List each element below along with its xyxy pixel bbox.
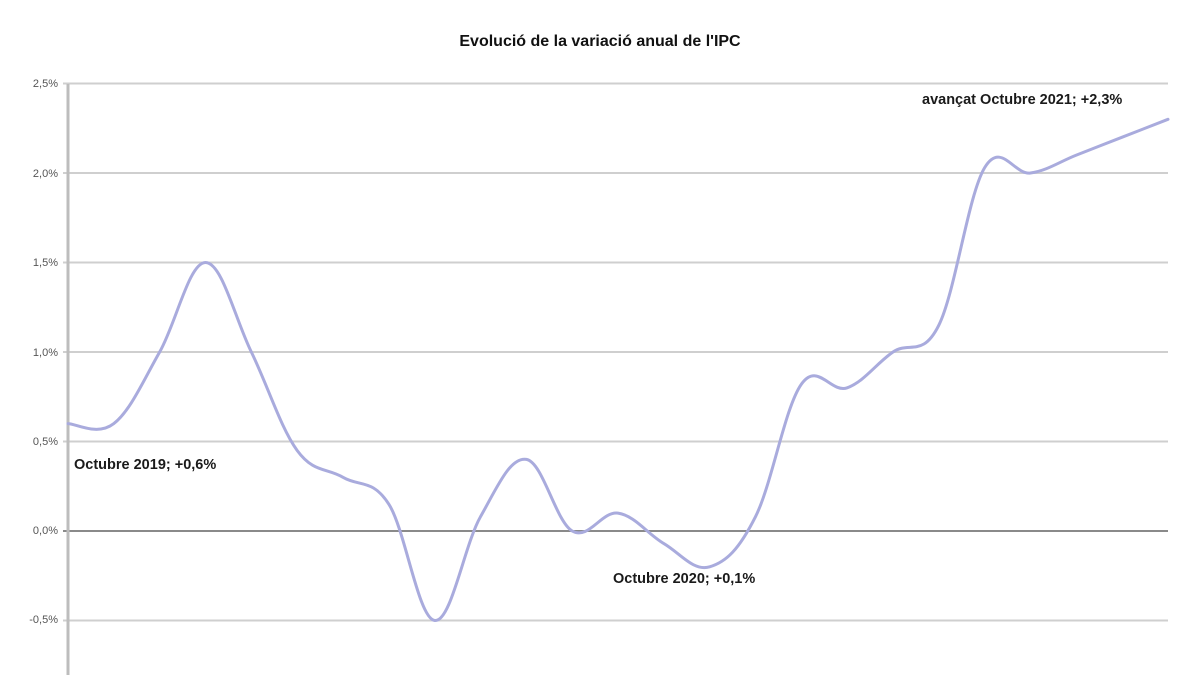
y-tick-label: 0,5% bbox=[32, 436, 58, 448]
y-tick-label: 1,5% bbox=[32, 257, 58, 269]
annotation-oct-2020: Octubre 2020; +0,1% bbox=[613, 571, 756, 587]
gridlines bbox=[63, 82, 1168, 622]
y-tick-label: -0,5% bbox=[29, 614, 58, 626]
y-tick-label: 2,0% bbox=[32, 168, 58, 180]
annotation-oct-2019: Octubre 2019; +0,6% bbox=[74, 457, 217, 473]
annotation-oct-2021: avançat Octubre 2021; +2,3% bbox=[922, 92, 1123, 108]
y-tick-label: 1,0% bbox=[32, 347, 58, 359]
y-tick-label: 0,0% bbox=[32, 525, 58, 537]
chart-title: Evolució de la variació anual de l'IPC bbox=[459, 33, 741, 50]
y-tick-label: 2,5% bbox=[32, 78, 58, 90]
ipc-series-line bbox=[66, 117, 1170, 622]
